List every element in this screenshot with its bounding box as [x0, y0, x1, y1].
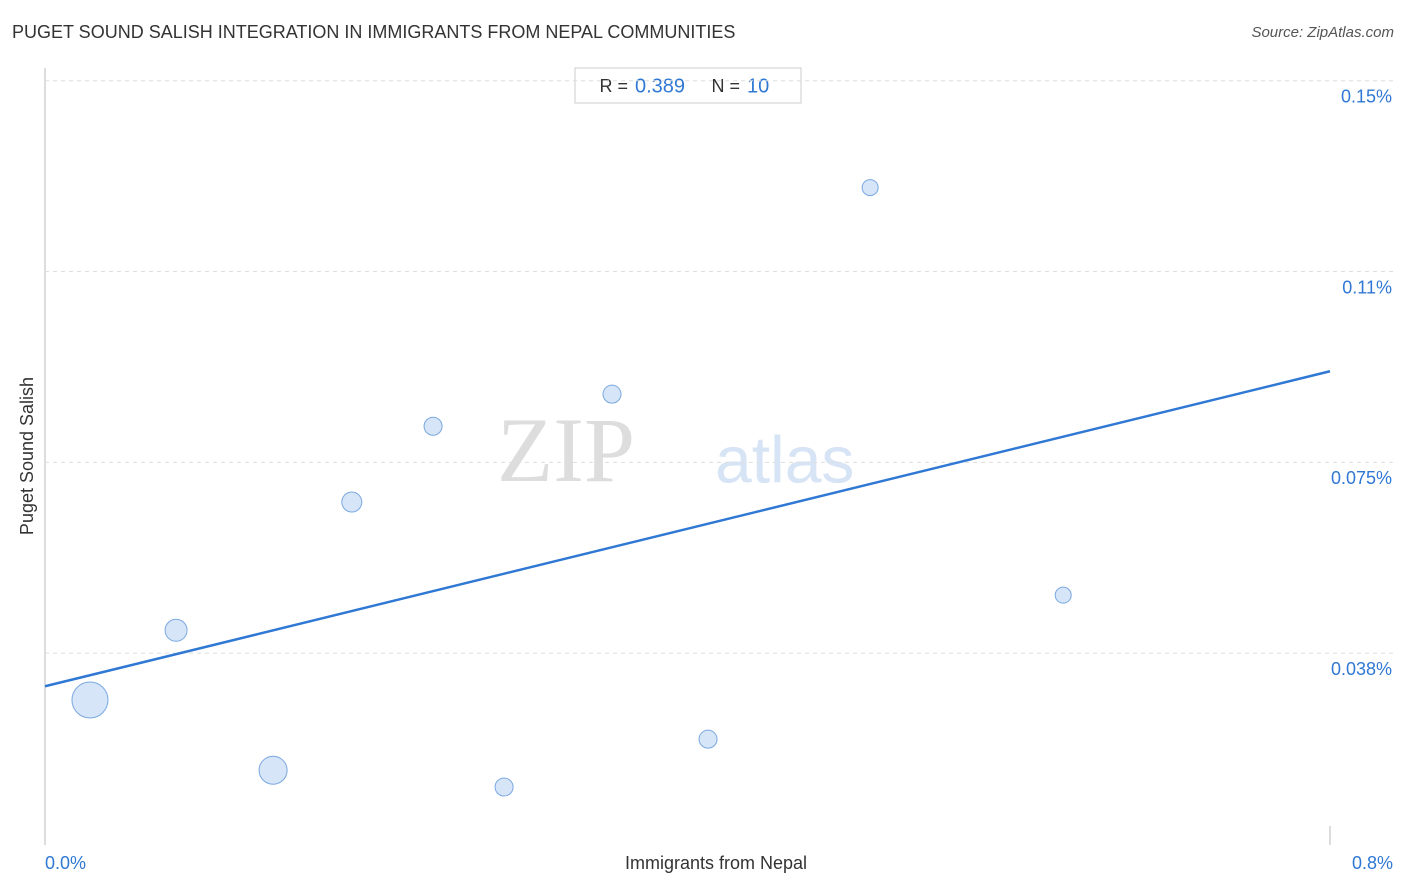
stat-label: N =	[711, 76, 740, 96]
y-axis-label: Puget Sound Salish	[17, 377, 37, 535]
stat-value: 0.389	[635, 75, 685, 97]
stats-box	[574, 67, 802, 104]
point	[1054, 586, 1072, 604]
point	[494, 777, 514, 797]
y-tick-label: 0.15%	[1341, 86, 1392, 106]
point	[164, 618, 188, 642]
point	[698, 729, 718, 749]
stat-value: 10	[747, 75, 769, 97]
point	[71, 681, 109, 719]
x-tick-label: 0.8%	[1352, 853, 1393, 873]
source: Source: ZipAtlas.com	[1251, 24, 1394, 41]
point	[258, 755, 288, 785]
point	[602, 384, 622, 404]
point	[423, 416, 443, 436]
point	[861, 179, 879, 197]
x-tick-label: 0.0%	[45, 853, 86, 873]
y-tick-label: 0.038%	[1331, 659, 1392, 679]
watermark: ZIP	[497, 399, 635, 501]
point	[341, 491, 363, 513]
y-tick-label: 0.11%	[1342, 277, 1392, 297]
y-tick-label: 0.075%	[1331, 468, 1392, 488]
trend-line	[44, 370, 1331, 688]
x-axis-label: Immigrants from Nepal	[625, 853, 807, 873]
stat-label: R =	[599, 76, 628, 96]
chart-title: PUGET SOUND SALISH INTEGRATION IN IMMIGR…	[12, 22, 735, 42]
watermark: atlas	[715, 422, 854, 496]
